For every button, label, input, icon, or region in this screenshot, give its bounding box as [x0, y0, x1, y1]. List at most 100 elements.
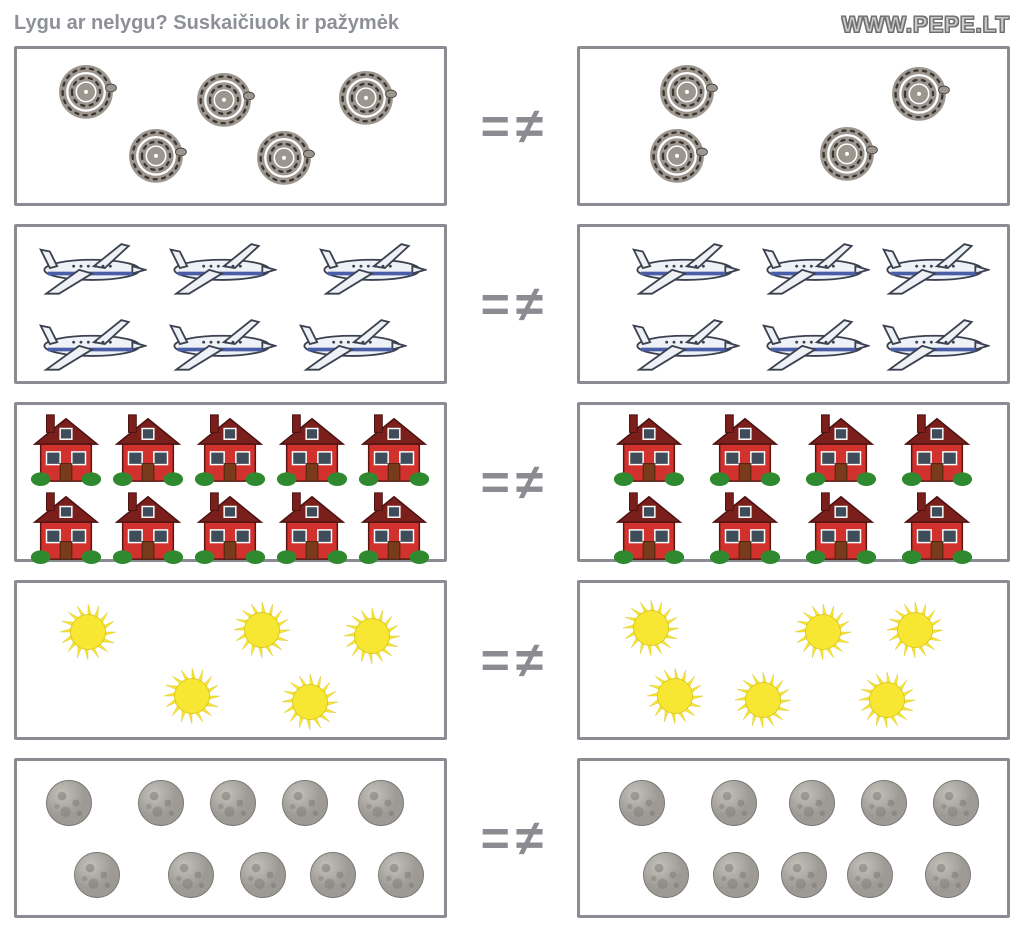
house-icon — [109, 487, 187, 565]
worksheet-row: =≠ — [14, 402, 1010, 562]
moon-icon — [237, 849, 289, 901]
plane-icon — [760, 233, 870, 301]
worksheet-row: =≠ — [14, 224, 1010, 384]
moon-icon — [710, 849, 762, 901]
operator-group: =≠ — [457, 813, 567, 863]
house-icon — [610, 409, 688, 487]
plane-icon — [37, 233, 147, 301]
worksheet-row: =≠ — [14, 758, 1010, 918]
plane-icon — [630, 309, 740, 377]
plane-icon — [880, 233, 990, 301]
house-icon — [27, 409, 105, 487]
plane-icon — [167, 309, 277, 377]
snake-icon — [808, 125, 886, 184]
moon-icon — [616, 777, 668, 829]
box-right — [577, 402, 1010, 562]
snake-icon — [648, 63, 726, 122]
equal-symbol[interactable]: = — [481, 813, 510, 863]
page-title: Lygu ar nelygu? Suskaičiuok ir pažymėk — [14, 12, 399, 35]
sun-icon — [616, 593, 686, 663]
sun-icon — [852, 665, 922, 735]
sun-icon — [275, 667, 345, 737]
equal-symbol[interactable]: = — [481, 101, 510, 151]
snake-icon — [327, 69, 405, 128]
worksheet-rows: =≠ — [14, 46, 1010, 918]
moon-icon — [844, 849, 896, 901]
box-right — [577, 580, 1010, 740]
house-icon — [610, 487, 688, 565]
sun-icon — [53, 597, 123, 667]
sun-icon — [337, 601, 407, 671]
sun-icon — [227, 595, 297, 665]
house-icon — [355, 487, 433, 565]
box-right — [577, 224, 1010, 384]
moon-icon — [375, 849, 427, 901]
operator-group: =≠ — [457, 101, 567, 151]
moon-icon — [778, 849, 830, 901]
snake-icon — [638, 127, 716, 186]
snake-icon — [117, 127, 195, 186]
box-left — [14, 402, 447, 562]
house-icon — [898, 409, 976, 487]
box-left — [14, 46, 447, 206]
worksheet-row: =≠ — [14, 580, 1010, 740]
snake-icon — [245, 129, 323, 188]
watermark: WWW.PEPE.LT — [842, 12, 1010, 38]
sun-icon — [788, 597, 858, 667]
moon-icon — [43, 777, 95, 829]
plane-icon — [630, 233, 740, 301]
moon-icon — [786, 777, 838, 829]
snake-icon — [185, 71, 263, 130]
plane-icon — [317, 233, 427, 301]
moon-icon — [307, 849, 359, 901]
notequal-symbol[interactable]: ≠ — [516, 279, 543, 329]
snake-icon — [47, 63, 125, 122]
equal-symbol[interactable]: = — [481, 635, 510, 685]
moon-icon — [922, 849, 974, 901]
sun-icon — [880, 595, 950, 665]
moon-icon — [930, 777, 982, 829]
moon-icon — [708, 777, 760, 829]
box-left — [14, 758, 447, 918]
operator-group: =≠ — [457, 457, 567, 507]
house-icon — [27, 487, 105, 565]
worksheet-row: =≠ — [14, 46, 1010, 206]
notequal-symbol[interactable]: ≠ — [516, 101, 543, 151]
moon-icon — [135, 777, 187, 829]
house-icon — [898, 487, 976, 565]
sun-icon — [640, 661, 710, 731]
house-icon — [191, 409, 269, 487]
sun-icon — [728, 665, 798, 735]
box-right — [577, 46, 1010, 206]
snake-icon — [880, 65, 958, 124]
sun-icon — [157, 661, 227, 731]
equal-symbol[interactable]: = — [481, 279, 510, 329]
notequal-symbol[interactable]: ≠ — [516, 457, 543, 507]
notequal-symbol[interactable]: ≠ — [516, 813, 543, 863]
plane-icon — [37, 309, 147, 377]
worksheet-header: Lygu ar nelygu? Suskaičiuok ir pažymėk W… — [14, 12, 1010, 38]
notequal-symbol[interactable]: ≠ — [516, 635, 543, 685]
plane-icon — [760, 309, 870, 377]
plane-icon — [167, 233, 277, 301]
moon-icon — [279, 777, 331, 829]
house-icon — [802, 487, 880, 565]
moon-icon — [355, 777, 407, 829]
house-icon — [273, 409, 351, 487]
house-icon — [191, 487, 269, 565]
box-left — [14, 224, 447, 384]
house-icon — [802, 409, 880, 487]
equal-symbol[interactable]: = — [481, 457, 510, 507]
box-left — [14, 580, 447, 740]
moon-icon — [71, 849, 123, 901]
moon-icon — [640, 849, 692, 901]
box-right — [577, 758, 1010, 918]
moon-icon — [858, 777, 910, 829]
house-icon — [273, 487, 351, 565]
plane-icon — [880, 309, 990, 377]
house-icon — [706, 409, 784, 487]
house-icon — [355, 409, 433, 487]
plane-icon — [297, 309, 407, 377]
moon-icon — [207, 777, 259, 829]
house-icon — [109, 409, 187, 487]
